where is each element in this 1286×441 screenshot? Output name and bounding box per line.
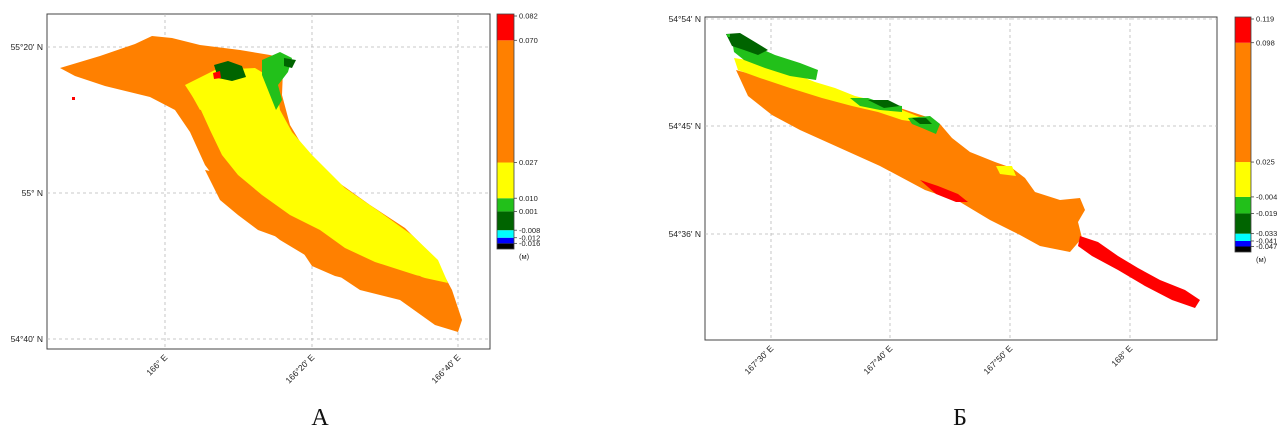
colorbar-segment-red [497, 14, 514, 41]
colorbar-segment-black [497, 243, 514, 249]
colorbar-segment-blue [497, 237, 514, 244]
colorbar-tick-label: -0.004 [1256, 193, 1277, 202]
colorbar-segment-yellow [497, 162, 514, 199]
map-a-lon-label-2: 166°20' E [283, 352, 316, 385]
island-b-orange-base [736, 70, 1085, 252]
map-b-lon-label-3: 167°50' E [981, 343, 1014, 376]
colorbar-tick-label: -0.008 [519, 226, 540, 235]
map-panel-a: 55°20' N 55° N 54°40' N 166° E 166°20' E… [0, 0, 640, 441]
island-a-orange-patch-1 [205, 170, 285, 238]
map-b-svg: 54°54' N 54°45' N 54°36' N 167°30' E 167… [669, 14, 1278, 376]
colorbar-segment-orange [497, 40, 514, 163]
island-a-islet [72, 97, 75, 100]
island-a-yellow-patch-north [190, 82, 222, 110]
island-a-orange-patch-3 [395, 272, 445, 308]
colorbar-tick-label: -0.016 [519, 239, 540, 248]
island-a-red-spot [213, 71, 221, 79]
island-a-darkgreen-spot [214, 61, 246, 81]
colorbar-segment-cyan [497, 230, 514, 238]
colorbar-segment-cyan [1235, 233, 1251, 241]
map-a-island [60, 36, 462, 332]
colorbar-unit-label: (м) [1256, 255, 1267, 264]
colorbar-segment-orange [1235, 42, 1251, 163]
map-a-lat-label-2: 55° N [22, 188, 43, 198]
island-b-red-tail [1078, 236, 1200, 308]
map-a-colorbar: 0.082 0.070 0.027 0.010 0.001 -0.008-0.012-0.… [496, 12, 540, 261]
colorbar-tick-label: -0.033 [1256, 229, 1277, 238]
colorbar-segment-black [1235, 246, 1251, 252]
map-a-svg: 55°20' N 55° N 54°40' N 166° E 166°20' E… [11, 12, 541, 386]
colorbar-segment-green [497, 198, 514, 212]
colorbar-segment-dark_green [497, 211, 514, 231]
map-b-lon-label-4: 168° E [1109, 343, 1134, 368]
colorbar-tick-label: 0.082 [519, 12, 538, 21]
map-b-lat-label-3: 54°36' N [669, 229, 701, 239]
map-b-island [726, 33, 1200, 308]
map-a-panel-letter: А [311, 405, 329, 431]
island-a-orange-patch-2 [300, 248, 372, 282]
colorbar-segment-green [1235, 196, 1251, 214]
colorbar-tick-label: -0.012 [519, 233, 540, 242]
map-b-lat-label-2: 54°45' N [669, 121, 701, 131]
colorbar-segment-red [1235, 17, 1251, 43]
colorbar-tick-label: -0.047 [1256, 242, 1277, 251]
map-b-lon-label-2: 167°40' E [861, 343, 894, 376]
island-b-yellow-east [996, 166, 1016, 176]
map-a-lat-label-3: 54°40' N [11, 334, 43, 344]
map-a-lon-label-3: 166°40' E [429, 352, 462, 385]
island-b-darkgreen-north [726, 33, 768, 55]
colorbar-outline [496, 13, 515, 250]
colorbar-segment-dark_green [1235, 213, 1251, 234]
map-a-lat-label-1: 55°20' N [11, 42, 43, 52]
colorbar-unit-label: (м) [519, 252, 530, 261]
colorbar-tick-label: 0.010 [519, 194, 538, 203]
colorbar-tick-label: -0.041 [1256, 237, 1277, 246]
island-a-darkgreen-tip [284, 58, 296, 68]
island-b-islet [727, 34, 730, 37]
colorbar-tick-label: 0.025 [1256, 158, 1275, 167]
map-panel-b: 54°54' N 54°45' N 54°36' N 167°30' E 167… [640, 0, 1286, 441]
colorbar-outline [1234, 16, 1252, 253]
island-a-yellow-zone [185, 68, 448, 283]
colorbar-tick-label: 0.001 [519, 207, 538, 216]
colorbar-tick-label: 0.027 [519, 158, 538, 167]
map-b-panel-letter: Б [953, 405, 967, 431]
map-b-lon-label-1: 167°30' E [742, 343, 775, 376]
map-b-graticule [705, 17, 1217, 340]
map-b-lat-label-1: 54°54' N [669, 14, 701, 24]
colorbar-tick-label: 0.070 [519, 36, 538, 45]
colorbar-tick-label: 0.098 [1256, 38, 1275, 47]
island-b-darkgreen-mid [868, 100, 900, 108]
island-b-green-mid [850, 98, 902, 112]
colorbar-segment-yellow [1235, 162, 1251, 197]
map-b-colorbar: 0.119 0.098 0.025 -0.004 -0.019 -0.033-0.041-… [1234, 15, 1277, 264]
colorbar-segment-blue [1235, 240, 1251, 247]
colorbar-tick-label: 0.119 [1256, 15, 1274, 24]
island-b-darkgreen-east [912, 118, 932, 124]
island-b-red-south [920, 180, 968, 202]
island-a-green-zone [262, 52, 292, 110]
map-a-lon-label-1: 166° E [144, 352, 169, 377]
colorbar-tick-label: -0.019 [1256, 209, 1277, 218]
